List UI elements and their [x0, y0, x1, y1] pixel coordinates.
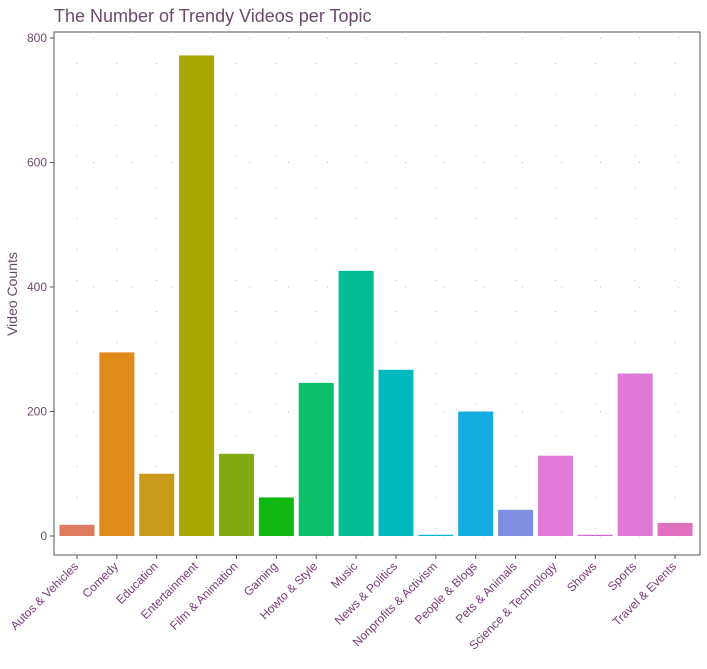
- bar-travel-events: [657, 522, 693, 536]
- x-tick-label: Shows: [564, 559, 599, 594]
- y-axis-ticks: 0 200 400 600 800: [27, 31, 54, 543]
- x-tick-label: Sports: [605, 559, 639, 593]
- bar-comedy: [99, 352, 135, 536]
- y-tick-label: 0: [40, 529, 47, 543]
- bar-people-blogs: [458, 411, 494, 536]
- y-tick-label: 200: [27, 405, 47, 419]
- bar-music: [338, 270, 374, 536]
- x-tick-label: Autos & Vehicles: [8, 559, 82, 633]
- bar-entertainment: [179, 55, 215, 537]
- x-tick-label: Music: [328, 559, 360, 591]
- y-tick-label: 400: [27, 280, 47, 294]
- y-tick-label: 800: [27, 31, 47, 45]
- bar-autos-vehicles: [59, 524, 95, 536]
- x-axis-ticks: Autos & VehiclesComedyEducationEntertain…: [8, 555, 679, 652]
- bar-nonprofits-activism: [418, 534, 454, 536]
- chart-title: The Number of Trendy Videos per Topic: [54, 6, 372, 26]
- bar-shows: [577, 534, 613, 536]
- y-axis-title: Video Counts: [4, 252, 20, 336]
- plot-panel: [53, 31, 701, 556]
- bar-science-technology: [537, 455, 573, 536]
- x-tick-label: Film & Animation: [167, 559, 241, 633]
- x-tick-label: Gaming: [241, 559, 281, 599]
- bar-sports: [617, 373, 653, 536]
- bar-pets-animals: [498, 509, 534, 536]
- bar-gaming: [258, 497, 294, 536]
- bar-howto-style: [298, 382, 334, 536]
- y-tick-label: 600: [27, 156, 47, 170]
- bar-education: [139, 473, 175, 536]
- bars: [59, 55, 693, 537]
- bar-news-politics: [378, 369, 414, 536]
- bar-film-animation: [218, 453, 254, 536]
